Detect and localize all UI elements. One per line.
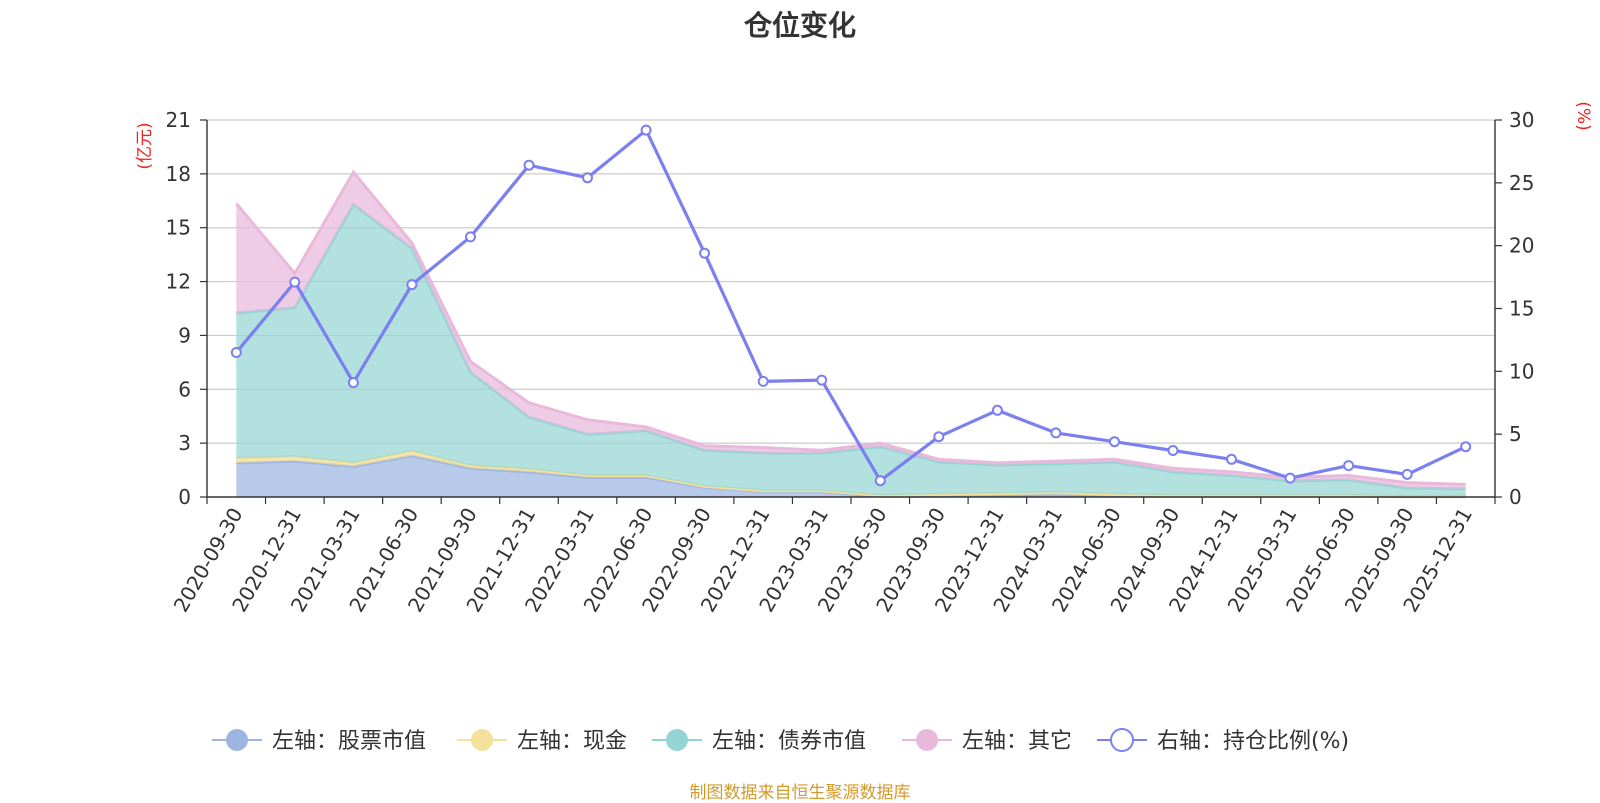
legend-marker-3: [916, 729, 938, 751]
left-axis-tick-label: 21: [166, 108, 191, 132]
legend-label-3: 左轴：其它: [962, 729, 1072, 754]
left-axis-tick-label: 9: [178, 323, 191, 347]
ratio-point: [874, 475, 886, 487]
ratio-point: [1109, 436, 1120, 448]
area-左轴：债券市值: [236, 204, 1466, 497]
ratio-point: [1226, 453, 1237, 465]
chart-title: 仓位变化: [743, 9, 856, 42]
left-axis-tick-label: 15: [166, 216, 191, 240]
right-axis-tick-label: 25: [1509, 171, 1534, 195]
legend-marker-1: [471, 729, 493, 751]
ratio-point: [1167, 445, 1179, 456]
ratio-point: [1343, 460, 1355, 472]
legend-marker-0: [226, 729, 248, 751]
left-axis-tick-label: 0: [178, 485, 191, 509]
right-axis-tick-label: 30: [1509, 108, 1534, 132]
ratio-point: [1050, 427, 1062, 439]
right-axis-tick-label: 5: [1509, 422, 1522, 446]
right-axis-tick-label: 15: [1509, 297, 1534, 321]
area-左轴：其它: [236, 172, 1466, 489]
area-左轴：股票市值: [236, 455, 1466, 497]
ratio-point: [1401, 468, 1413, 480]
legend-label-0: 左轴：股票市值: [272, 729, 426, 754]
left-axis-unit: (亿元): [135, 122, 155, 169]
ratio-point: [1284, 472, 1296, 484]
ratio-point: [523, 159, 535, 171]
right-axis-tick-label: 10: [1509, 359, 1534, 383]
left-axis-tick-label: 3: [178, 431, 191, 455]
ratio-point: [465, 231, 476, 243]
ratio-point: [582, 172, 593, 184]
area-edge-左轴：其它: [235, 169, 1466, 486]
ratio-line: [235, 128, 1467, 483]
left-axis-tick-label: 6: [178, 377, 191, 401]
legend-label-1: 左轴：现金: [517, 729, 627, 754]
right-axis-unit: (%): [1573, 101, 1593, 130]
right-axis-tick-label: 0: [1509, 485, 1522, 509]
legend-label-2: 左轴：债券市值: [712, 729, 866, 754]
ratio-point: [757, 375, 769, 387]
legend-marker-4: [1110, 728, 1134, 752]
ratio-point: [640, 124, 652, 136]
ratio-point: [1460, 441, 1472, 453]
right-axis-tick-label: 20: [1509, 234, 1534, 258]
left-axis-tick-label: 12: [166, 270, 191, 294]
ratio-point: [289, 276, 301, 288]
ratio-point: [230, 347, 242, 358]
legend-label-4: 右轴：持仓比例(%): [1157, 729, 1349, 754]
ratio-point: [991, 404, 1003, 416]
ratio-point: [406, 279, 418, 291]
ratio-point: [933, 431, 945, 443]
legend-marker-2: [666, 729, 688, 751]
ratio-point: [347, 377, 359, 389]
ratio-point: [816, 374, 828, 386]
left-axis-tick-label: 18: [166, 162, 191, 186]
ratio-point: [699, 247, 711, 259]
data-source-note: 制图数据来自恒生聚源数据库: [689, 783, 911, 803]
